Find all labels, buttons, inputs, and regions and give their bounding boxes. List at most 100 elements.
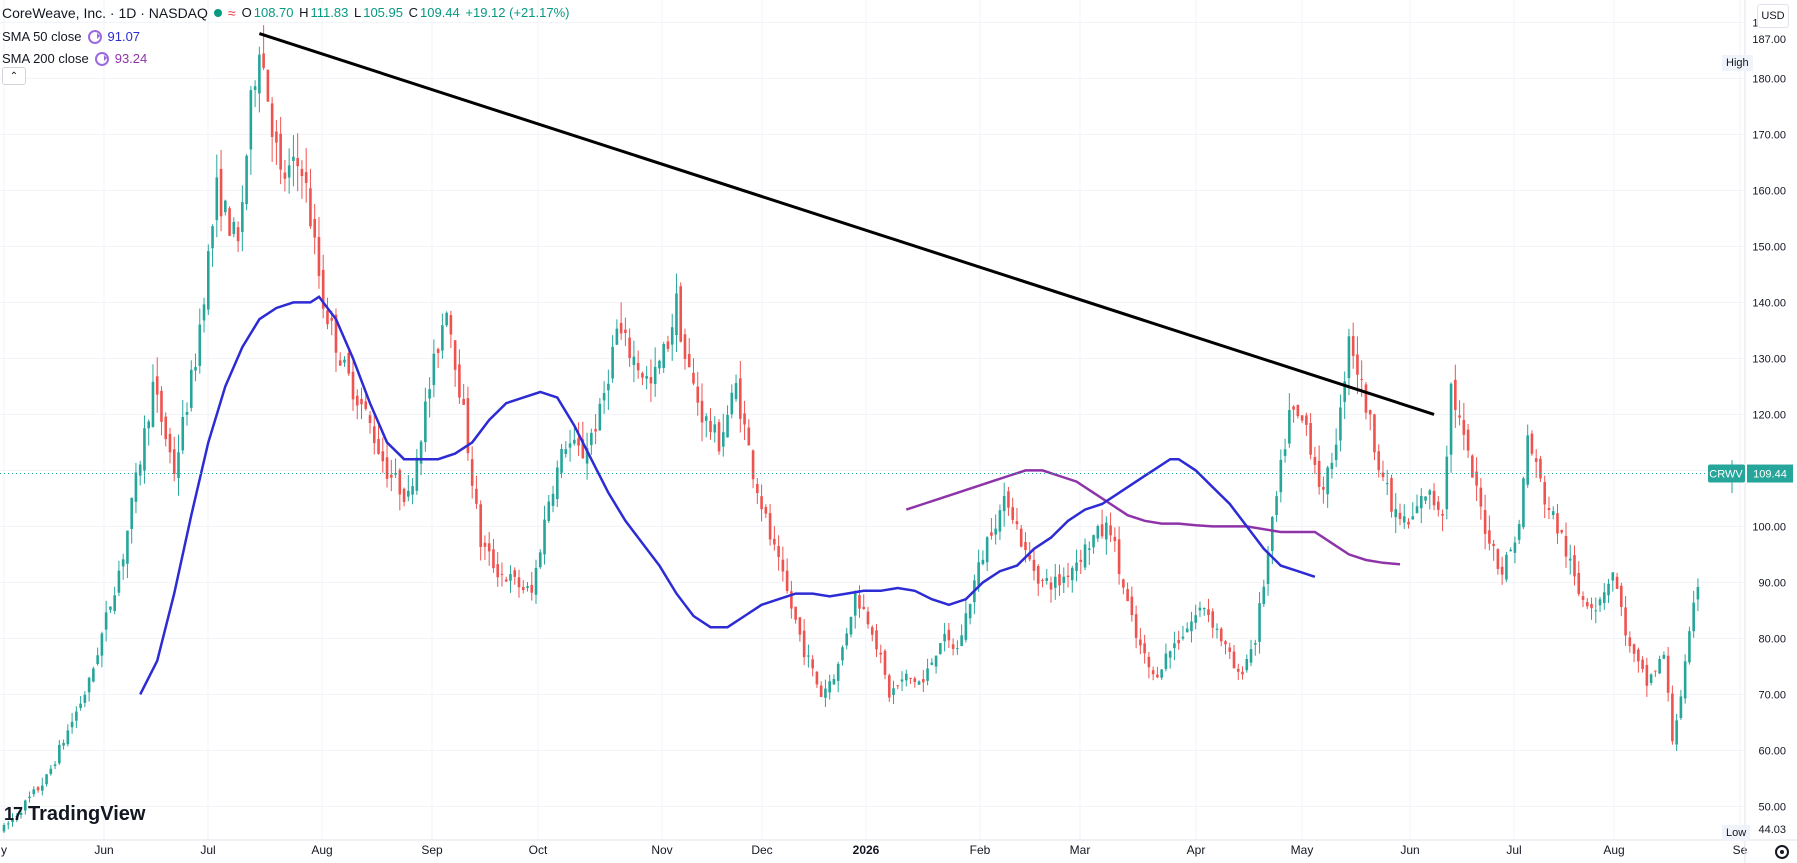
candle-body	[1045, 578, 1049, 581]
candle-body	[351, 371, 355, 400]
candle-body	[1249, 649, 1253, 663]
candle-body	[202, 304, 206, 321]
candle-body	[355, 395, 359, 406]
candle-body	[92, 668, 95, 682]
candle-body	[836, 663, 840, 681]
candle-body	[1083, 544, 1087, 568]
candle-body	[270, 103, 274, 137]
candle-body	[858, 595, 861, 609]
y-tick-label: 130.00	[1752, 353, 1786, 365]
candle-body	[1271, 516, 1274, 551]
candle-body	[900, 679, 904, 682]
candle-body	[1168, 651, 1172, 658]
candle-body	[360, 398, 363, 405]
close-value: 109.44	[420, 5, 460, 20]
candle-body	[104, 612, 108, 630]
candle-body	[509, 574, 512, 581]
candle-body	[2, 825, 6, 832]
candle-body	[1305, 415, 1308, 425]
candle-body	[590, 432, 593, 446]
candle-body	[1126, 589, 1129, 602]
candle-body	[555, 467, 559, 500]
candle-body	[947, 629, 951, 641]
candle-body	[368, 415, 372, 423]
candle-body	[802, 630, 806, 658]
sma200-refresh-icon[interactable]	[94, 52, 109, 66]
candle-body	[23, 800, 27, 811]
x-tick-label: Jul	[1506, 843, 1521, 857]
candle-body	[445, 312, 448, 326]
candle-body	[1466, 429, 1470, 451]
candle-body	[1147, 656, 1151, 668]
candle-body	[883, 650, 887, 675]
candle-body	[466, 398, 470, 454]
candle-body	[45, 774, 48, 785]
candle-body	[862, 606, 866, 610]
candle-body	[1419, 496, 1423, 509]
candle-body	[658, 360, 661, 369]
candle-body	[138, 464, 142, 476]
candle-body	[1211, 611, 1215, 628]
candle-body	[6, 823, 10, 825]
candle-body	[296, 157, 299, 167]
candle-body	[1202, 607, 1206, 610]
candle-body	[1594, 610, 1598, 612]
candle-body	[1105, 522, 1108, 540]
candle-body	[121, 559, 125, 567]
candle-body	[679, 286, 683, 342]
candle-body	[1139, 639, 1142, 646]
candle-body	[1219, 628, 1223, 642]
candle-body	[283, 172, 287, 179]
candle-body	[611, 346, 614, 379]
candle-body	[700, 400, 704, 423]
sma200-legend[interactable]: SMA 200 close 93.24	[2, 50, 147, 68]
candle-body	[1317, 460, 1321, 487]
candle-body	[904, 673, 908, 681]
candle-body	[1683, 661, 1687, 699]
candle-body	[32, 789, 36, 795]
candle-body	[126, 530, 129, 564]
currency-selector[interactable]: USD	[1757, 4, 1789, 28]
candle-body	[926, 668, 929, 681]
candle-body	[326, 310, 329, 325]
candle-body	[960, 635, 963, 647]
candle-body	[1492, 543, 1495, 547]
candle-body	[394, 472, 397, 475]
candle-body	[36, 787, 40, 791]
candle-body	[551, 493, 555, 506]
candle-body	[1509, 549, 1512, 552]
sma200-value: 93.24	[114, 51, 148, 66]
candle-body	[513, 570, 517, 577]
tradingview-mark-icon: 17	[4, 804, 23, 824]
candle-body	[147, 421, 151, 429]
open-value: 108.70	[253, 5, 294, 20]
candle-body	[49, 768, 53, 774]
sma50-legend[interactable]: SMA 50 close 91.07	[2, 28, 140, 46]
candle-body	[1407, 521, 1410, 525]
candle-body	[624, 329, 627, 334]
collapse-legend-button[interactable]: ⌃	[2, 67, 26, 85]
candle-body	[1015, 521, 1019, 525]
sma50-refresh-icon[interactable]	[87, 30, 102, 44]
x-tick-label: Dec	[751, 843, 772, 857]
change-value: +19.12 (+21.17%)	[465, 5, 570, 20]
candle-body	[266, 69, 270, 102]
candle-body	[1654, 670, 1657, 672]
candle-body	[109, 606, 112, 610]
candle-body	[1160, 669, 1163, 678]
candle-body	[909, 677, 912, 679]
symbol-legend: CoreWeave, Inc. · 1D · NASDAQ ≈ O 108.70 …	[2, 4, 571, 22]
candle-body	[1292, 406, 1295, 410]
x-tick-label: Apr	[1187, 843, 1206, 857]
candle-body	[364, 401, 368, 409]
candle-body	[1236, 668, 1240, 672]
candle-body	[675, 293, 678, 336]
candle-body	[390, 474, 393, 478]
candle-body	[581, 439, 585, 459]
candle-body	[1632, 644, 1636, 654]
candle-body	[1088, 548, 1091, 550]
candle-body	[100, 633, 104, 656]
gear-icon[interactable]	[1775, 845, 1789, 859]
candle-body	[500, 573, 504, 575]
